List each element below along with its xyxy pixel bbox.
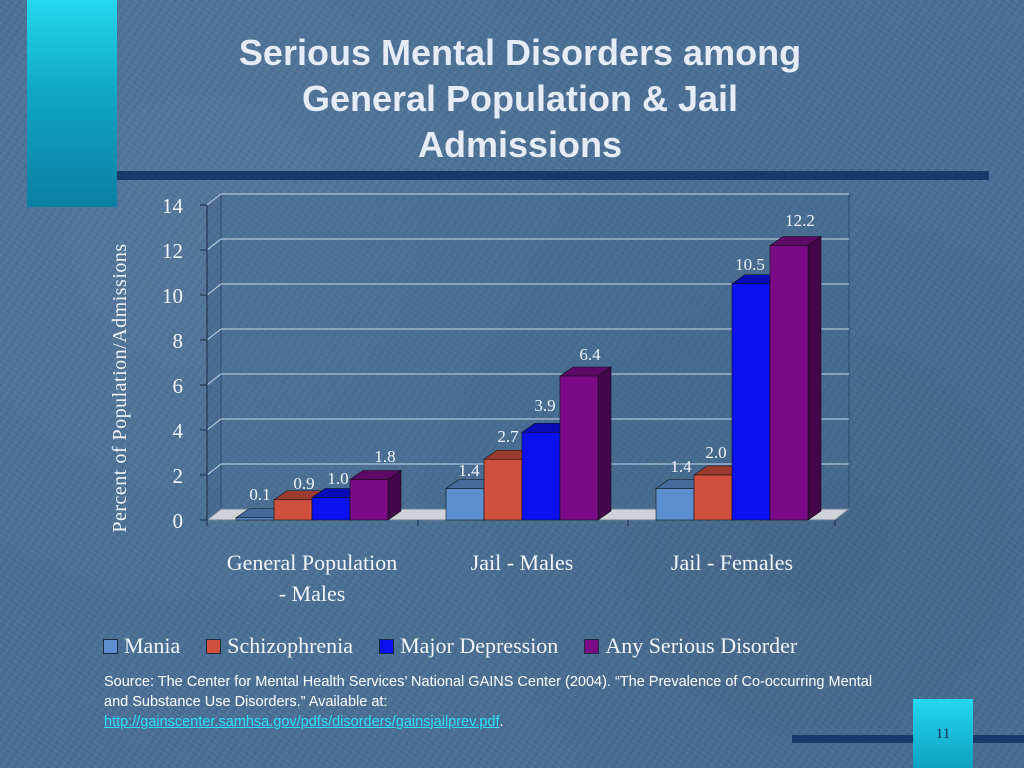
data-label: 2.7 [497, 427, 519, 446]
source-link[interactable]: http://gainscenter.samhsa.gov/pdfs/disor… [104, 714, 500, 730]
y-axis-label: Percent of Population/Admissions [109, 243, 131, 532]
source-text: Source: The Center for Mental Health Ser… [104, 674, 873, 710]
bar [311, 497, 351, 521]
gridline-diag [206, 238, 222, 251]
gridline-diag [206, 328, 222, 341]
title-line: General Population & Jail [301, 78, 739, 119]
data-label: 0.1 [249, 485, 270, 504]
chart-legend: Mania Schizophrenia Major Depression Any… [103, 632, 797, 660]
bar [731, 283, 771, 521]
data-label: 1.4 [458, 461, 480, 480]
legend-swatch [103, 638, 118, 654]
data-label: 1.0 [327, 469, 348, 488]
title-line: Admissions [417, 124, 623, 165]
bar-side [597, 366, 612, 521]
x-tick-label: General Population [227, 550, 397, 575]
bar [655, 488, 695, 521]
gridline-diag [206, 373, 222, 386]
legend-item-major-depression: Major Depression [379, 633, 558, 659]
bar [235, 517, 275, 521]
bar [693, 474, 733, 521]
y-tick-label: 8 [173, 329, 184, 353]
legend-swatch [379, 638, 395, 654]
source-end: . [499, 714, 504, 730]
data-label: 0.9 [293, 474, 314, 493]
gridline-diag [206, 193, 222, 206]
page-number: 11 [935, 726, 951, 742]
bar [349, 479, 389, 521]
bar [769, 245, 809, 521]
y-tick-label: 12 [162, 239, 183, 263]
data-label: 12.2 [785, 211, 815, 230]
x-tick-label: Jail - Females [671, 550, 793, 575]
source-citation: Source: The Center for Mental Health Ser… [104, 672, 894, 732]
title-rule [117, 171, 989, 180]
bar [521, 431, 561, 521]
legend-item-schizophrenia: Schizophrenia [206, 633, 353, 659]
bar [483, 458, 523, 521]
data-label: 1.4 [670, 457, 692, 476]
bar [445, 488, 485, 521]
x-tick-label: Jail - Males [471, 550, 574, 575]
legend-label: Schizophrenia [227, 633, 354, 658]
gridline-diag [206, 463, 222, 476]
gridline-diag [206, 283, 222, 296]
page-number-box [913, 699, 973, 768]
slide-title: Serious Mental Disorders among General P… [150, 30, 890, 168]
plot-side-wall [206, 192, 222, 522]
legend-label: Mania [124, 633, 181, 658]
data-label: 3.9 [534, 396, 555, 415]
gridline-diag [206, 418, 222, 431]
y-tick-label: 2 [173, 464, 184, 488]
x-tick-label: - Males [279, 581, 346, 606]
legend-swatch [584, 638, 600, 654]
y-tick-label: 0 [173, 509, 184, 533]
legend-swatch [206, 638, 222, 654]
legend-item-any-serious-disorder: Any Serious Disorder [584, 633, 797, 659]
y-tick-label: 14 [162, 194, 184, 218]
y-tick-label: 4 [173, 419, 184, 443]
title-line: Serious Mental Disorders among [238, 32, 802, 73]
footer-rule [792, 735, 1024, 743]
data-label: 1.8 [374, 447, 395, 466]
legend-item-mania: Mania [103, 633, 180, 659]
legend-label: Any Serious Disorder [605, 633, 798, 658]
bar-side [807, 235, 822, 521]
bar [273, 499, 313, 521]
data-label: 10.5 [735, 255, 765, 274]
bar [559, 375, 599, 521]
y-tick-label: 6 [173, 374, 184, 398]
data-label: 2.0 [705, 443, 726, 462]
accent-block [27, 0, 117, 207]
data-label: 6.4 [579, 345, 601, 364]
legend-label: Major Depression [400, 633, 559, 658]
y-tick-label: 10 [162, 284, 183, 308]
